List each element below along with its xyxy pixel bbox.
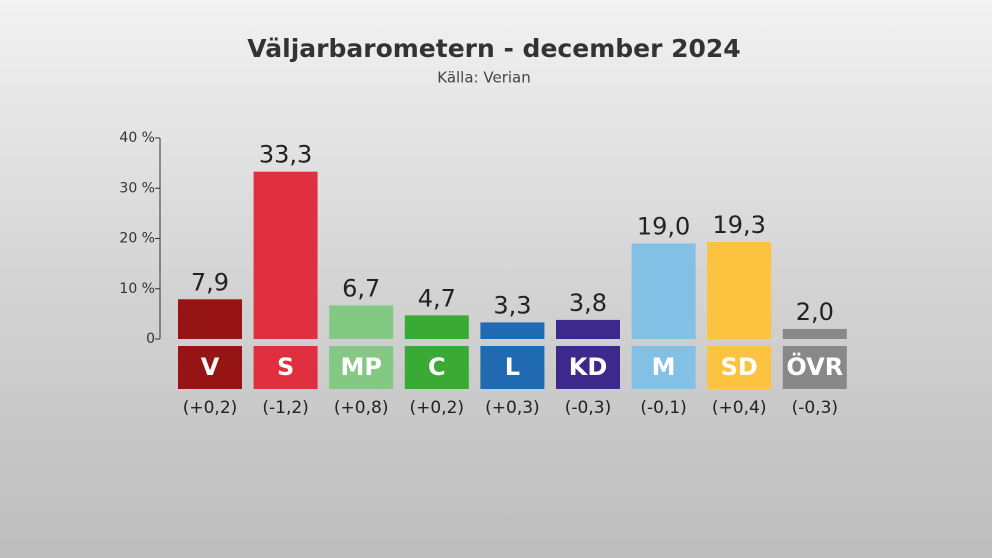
value-label: 19,3 — [712, 211, 765, 239]
change-label: (-0,3) — [792, 398, 838, 418]
value-label: 7,9 — [191, 268, 229, 296]
category-box — [253, 346, 318, 389]
value-label: 2,0 — [796, 298, 834, 326]
change-label: (+0,2) — [410, 398, 465, 418]
category-box — [556, 346, 620, 389]
category-box — [782, 346, 847, 389]
value-label: 19,0 — [637, 213, 690, 241]
value-label: 3,8 — [569, 289, 607, 317]
x-tick-label: M — [652, 353, 676, 381]
y-tick-label: 40 % — [119, 130, 155, 146]
value-label: 33,3 — [259, 141, 312, 169]
y-tick-label: 10 % — [119, 281, 155, 297]
bar — [404, 315, 469, 339]
category-box — [480, 346, 545, 389]
x-tick-label: MP — [340, 353, 381, 381]
x-tick-label: S — [277, 353, 294, 381]
bar — [707, 242, 772, 339]
change-label: (+0,2) — [183, 398, 238, 418]
change-label: (+0,3) — [485, 398, 540, 418]
category-box — [178, 346, 242, 389]
y-tick-label: 20 % — [119, 231, 155, 247]
x-tick-label: V — [201, 353, 220, 381]
bar — [782, 328, 847, 339]
change-label: (+0,4) — [712, 398, 767, 418]
value-label: 3,3 — [493, 291, 531, 319]
x-tick-label: C — [428, 353, 446, 381]
change-label: (-0,3) — [565, 398, 611, 418]
x-tick-label: ÖVR — [786, 351, 843, 381]
bar — [631, 243, 696, 339]
chart-subtitle: Källa: Verian — [437, 69, 530, 87]
bar — [253, 171, 318, 339]
y-tick-label: 0 — [146, 331, 155, 347]
category-box — [707, 346, 772, 389]
bar — [480, 322, 545, 339]
change-label: (-1,2) — [262, 398, 308, 418]
category-box — [631, 346, 696, 389]
change-label: (-0,1) — [640, 398, 686, 418]
chart-title: Väljarbarometern - december 2024 — [247, 34, 740, 63]
category-box — [404, 346, 469, 389]
y-tick-label: 30 % — [119, 180, 155, 196]
x-tick-label: SD — [721, 353, 758, 381]
category-box — [329, 346, 394, 389]
value-label: 4,7 — [418, 284, 456, 312]
bar — [556, 319, 620, 339]
change-label: (+0,8) — [334, 398, 389, 418]
value-label: 6,7 — [342, 274, 380, 302]
x-tick-label: L — [505, 353, 520, 381]
bar — [329, 305, 394, 339]
bar — [178, 299, 242, 339]
x-tick-label: KD — [569, 353, 608, 381]
